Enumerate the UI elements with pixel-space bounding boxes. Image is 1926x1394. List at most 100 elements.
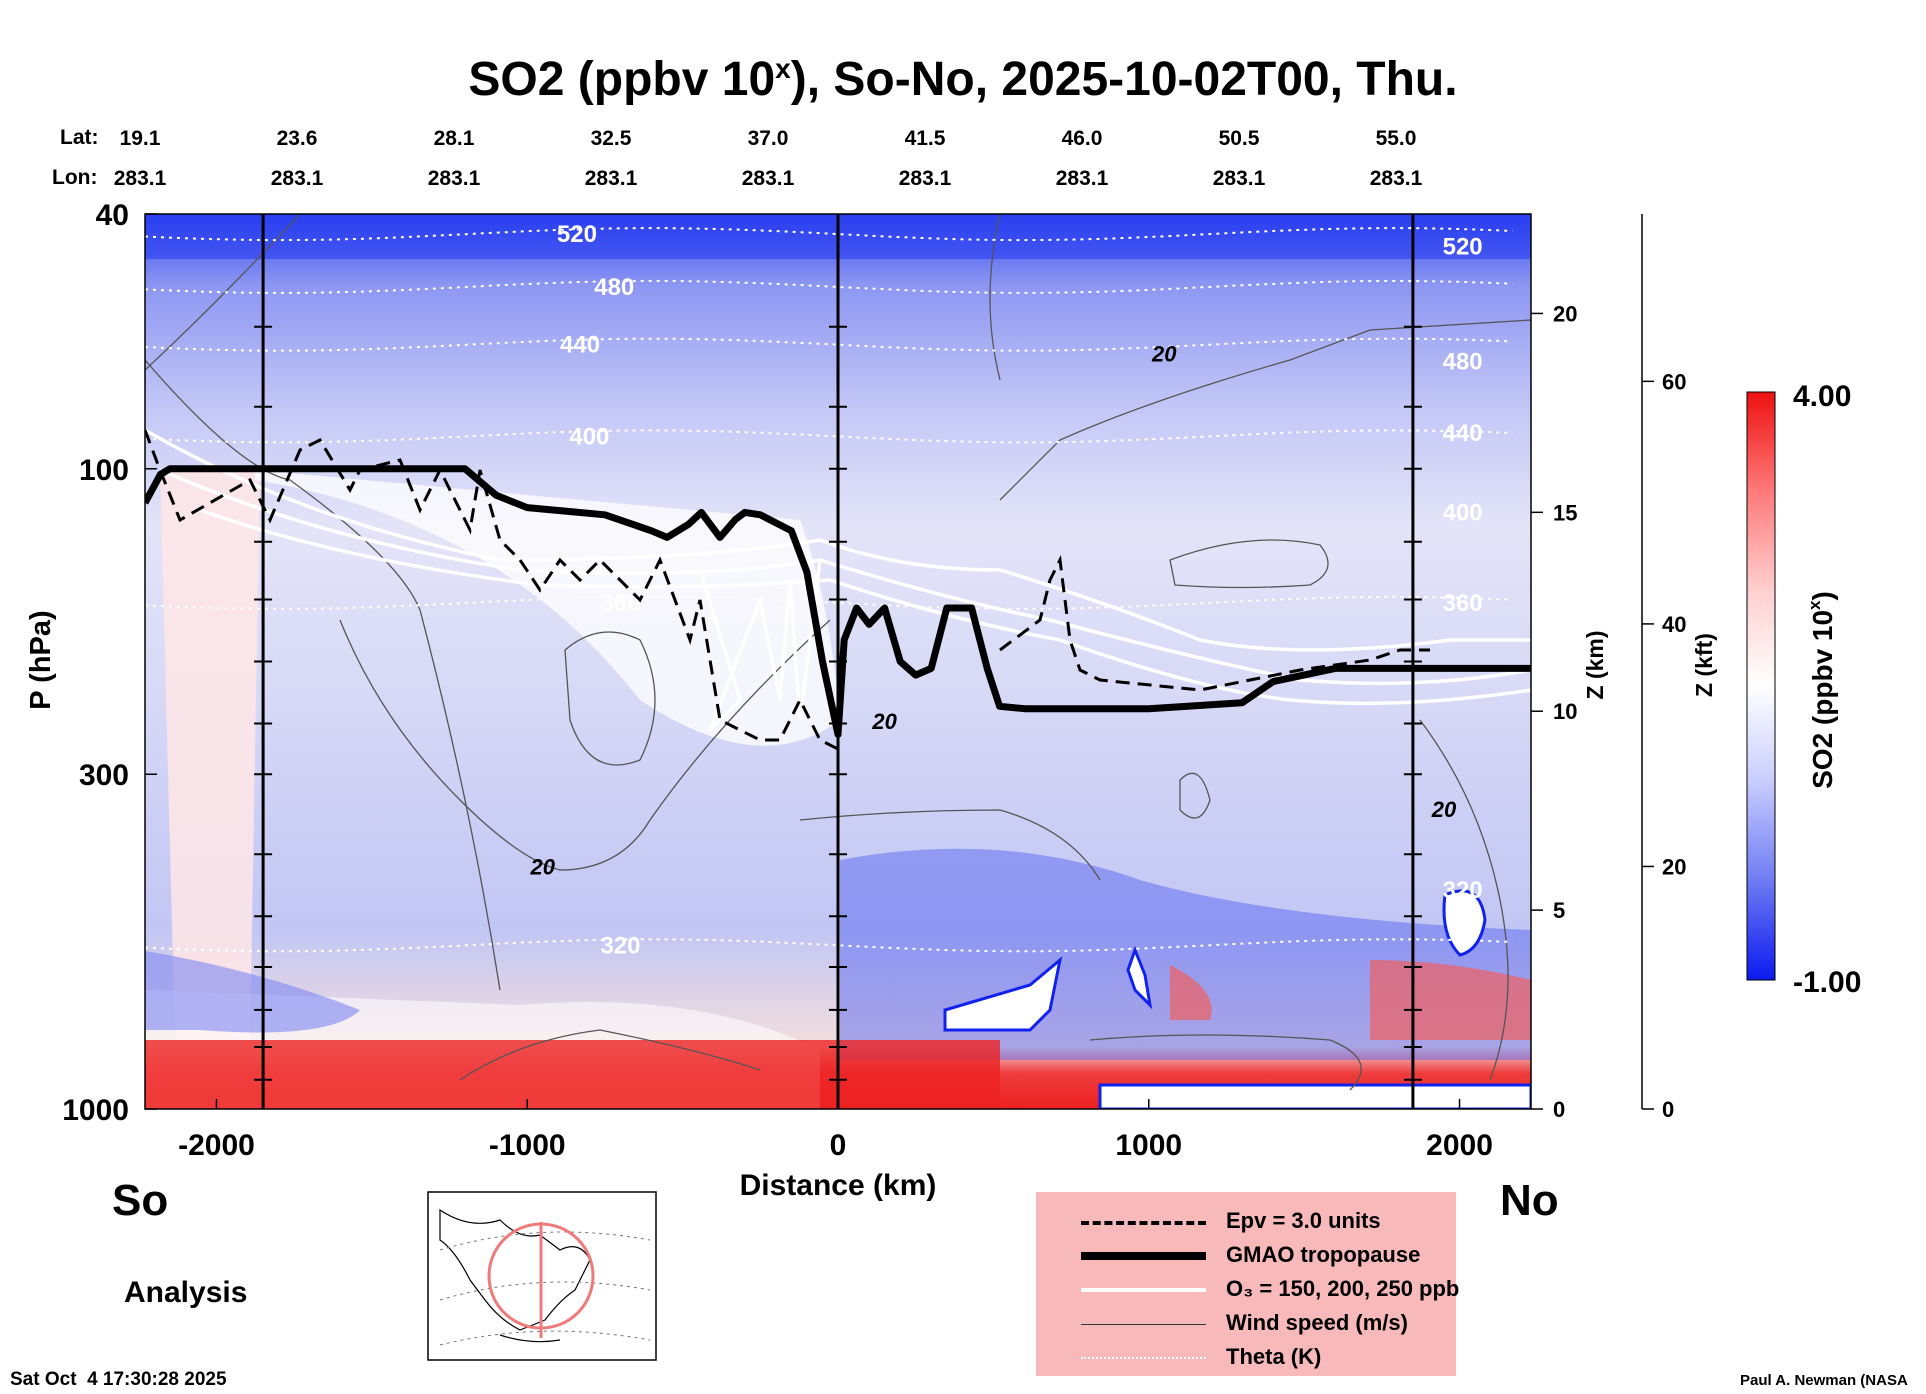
x-tick-label: -2000 [178, 1129, 255, 1162]
legend-label-epv: Epv = 3.0 units [1226, 1208, 1381, 1233]
lon-value: 283.1 [1056, 167, 1109, 190]
wind-contour-9 [989, 214, 1001, 381]
wind-contour-3 [339, 619, 831, 871]
y-tick-label: 40 [96, 199, 129, 232]
colorbar [1746, 391, 1776, 981]
inset-graticule [439, 1231, 651, 1346]
south-label: So [112, 1176, 169, 1225]
wind-contour-11 [459, 1029, 761, 1081]
z-kft-axis: 0 20 40 60 [1641, 214, 1686, 1122]
theta-label-right: 440 [1443, 420, 1483, 447]
analysis-label: Analysis [124, 1276, 248, 1309]
ozone-contour-250 [199, 508, 1531, 706]
lat-value: 23.6 [277, 127, 318, 150]
wind-speed-label: 20 [871, 709, 897, 734]
heatmap-surface-red [145, 1040, 1000, 1109]
lon-value: 283.1 [1370, 167, 1423, 190]
lat-value: 46.0 [1062, 127, 1103, 150]
lon-row-label: Lon: [52, 166, 98, 189]
lat-value: 37.0 [748, 127, 789, 150]
legend-label-tropopause: GMAO tropopause [1226, 1242, 1421, 1267]
z-km-tick-label: 20 [1553, 301, 1577, 326]
wind-contour-1 [145, 214, 301, 371]
legend-swatch-dotted [1081, 1357, 1206, 1359]
north-label: No [1500, 1176, 1559, 1225]
theta-label-right: 400 [1443, 499, 1483, 526]
legend: Epv = 3.0 units GMAO tropopause O₃ = 150… [1036, 1192, 1459, 1376]
z-kft-tick-label: 60 [1662, 369, 1686, 394]
timestamp: Sat Oct 4 17:30:28 2025 [10, 1369, 227, 1390]
z-kft-tick-label: 40 [1662, 612, 1686, 637]
lon-value: 283.1 [742, 167, 795, 190]
colorbar-title: SO2 (ppbv 10x) [1805, 591, 1838, 789]
lon-value: 283.1 [114, 167, 167, 190]
lat-value: 41.5 [905, 127, 946, 150]
theta-label-right: 360 [1443, 590, 1483, 617]
wind-speed-labels: 20 20 20 20 [530, 342, 1457, 880]
heatmap-white-blob-1 [943, 956, 1063, 1032]
legend-swatch-thin [1081, 1324, 1206, 1325]
theta-label: 400 [569, 423, 609, 450]
theta-label: 320 [600, 932, 640, 959]
x-axis: -2000 -1000 0 1000 2000 [178, 1099, 1493, 1162]
ozone-contour-fold [698, 559, 822, 732]
lon-value: 283.1 [1213, 167, 1266, 190]
legend-item-epv: Epv = 3.0 units [1036, 1206, 1456, 1236]
heatmap-red-patch-mid [1170, 965, 1212, 1020]
heatmap-white-blob-2 [1126, 945, 1153, 1010]
lat-value: 55.0 [1376, 127, 1417, 150]
chart-title: SO2 (ppbv 10x), So-No, 2025-10-02T00, Th… [468, 53, 1458, 106]
wind-speed-label: 20 [530, 854, 556, 879]
wind-speed-label: 20 [1151, 342, 1177, 367]
y-axis-title: P (hPa) [25, 610, 57, 709]
ozone-contours [145, 428, 1531, 732]
lat-lon-labels: 19.1 23.6 28.1 32.5 37.0 41.5 46.0 50.5 55.0 283.… [114, 127, 1423, 190]
lat-value: 32.5 [591, 127, 632, 150]
cross-section-markers [254, 214, 1422, 1109]
epv-contour-south [145, 429, 841, 752]
lat-value: 28.1 [434, 127, 475, 150]
y-tick-label: 300 [79, 759, 129, 792]
z-kft-tick-label: 0 [1662, 1097, 1674, 1122]
legend-swatch-dashed [1081, 1221, 1206, 1225]
x-tick-label: 2000 [1426, 1129, 1493, 1162]
legend-item-theta: Theta (K) [1036, 1342, 1456, 1372]
legend-swatch-white [1081, 1288, 1206, 1292]
z-km-tick-label: 5 [1553, 898, 1565, 923]
wind-contour-5 [999, 319, 1531, 501]
ozone-contour-150 [145, 428, 1531, 652]
lon-value: 283.1 [271, 167, 324, 190]
z-kft-axis-title: Z (kft) [1691, 633, 1717, 697]
heatmap-white-plume [255, 470, 840, 746]
lat-value: 19.1 [120, 127, 161, 150]
lat-row-label: Lat: [60, 126, 99, 149]
z-kft-tick-label: 20 [1662, 854, 1686, 879]
legend-label-wind: Wind speed (m/s) [1226, 1310, 1408, 1335]
heatmap-red-patch-right [1370, 960, 1531, 1040]
heatmap-white-surface [1098, 1083, 1531, 1109]
legend-item-ozone: O₃ = 150, 200, 250 ppb [1036, 1274, 1459, 1304]
wind-contour-12 [1089, 1034, 1362, 1091]
wind-contour-6 [1169, 539, 1329, 589]
heatmap-white-blob-3 [1442, 889, 1487, 957]
lat-value: 50.5 [1219, 127, 1260, 150]
z-km-axis: 0 5 10 15 20 [1531, 301, 1577, 1122]
wind-contour-4 [564, 631, 656, 766]
x-tick-label: 1000 [1115, 1129, 1182, 1162]
wind-contour-2 [145, 359, 501, 991]
theta-label-right: 480 [1443, 349, 1483, 376]
theta-label: 520 [557, 221, 597, 248]
theta-label-right: 320 [1443, 877, 1483, 904]
colorbar-max-label: 4.00 [1793, 380, 1851, 413]
heatmap-pink-column [160, 470, 260, 1040]
lon-value: 283.1 [428, 167, 481, 190]
theta-label-right: 520 [1443, 234, 1483, 261]
y-tick-label: 100 [79, 454, 129, 487]
author-credit: Paul A. Newman (NASA [1740, 1372, 1908, 1389]
epv-contour [145, 429, 1430, 752]
x-tick-label: 0 [830, 1129, 847, 1162]
y-axis: 40 100 300 1000 [62, 199, 157, 1127]
wind-contour-8 [799, 809, 1101, 881]
